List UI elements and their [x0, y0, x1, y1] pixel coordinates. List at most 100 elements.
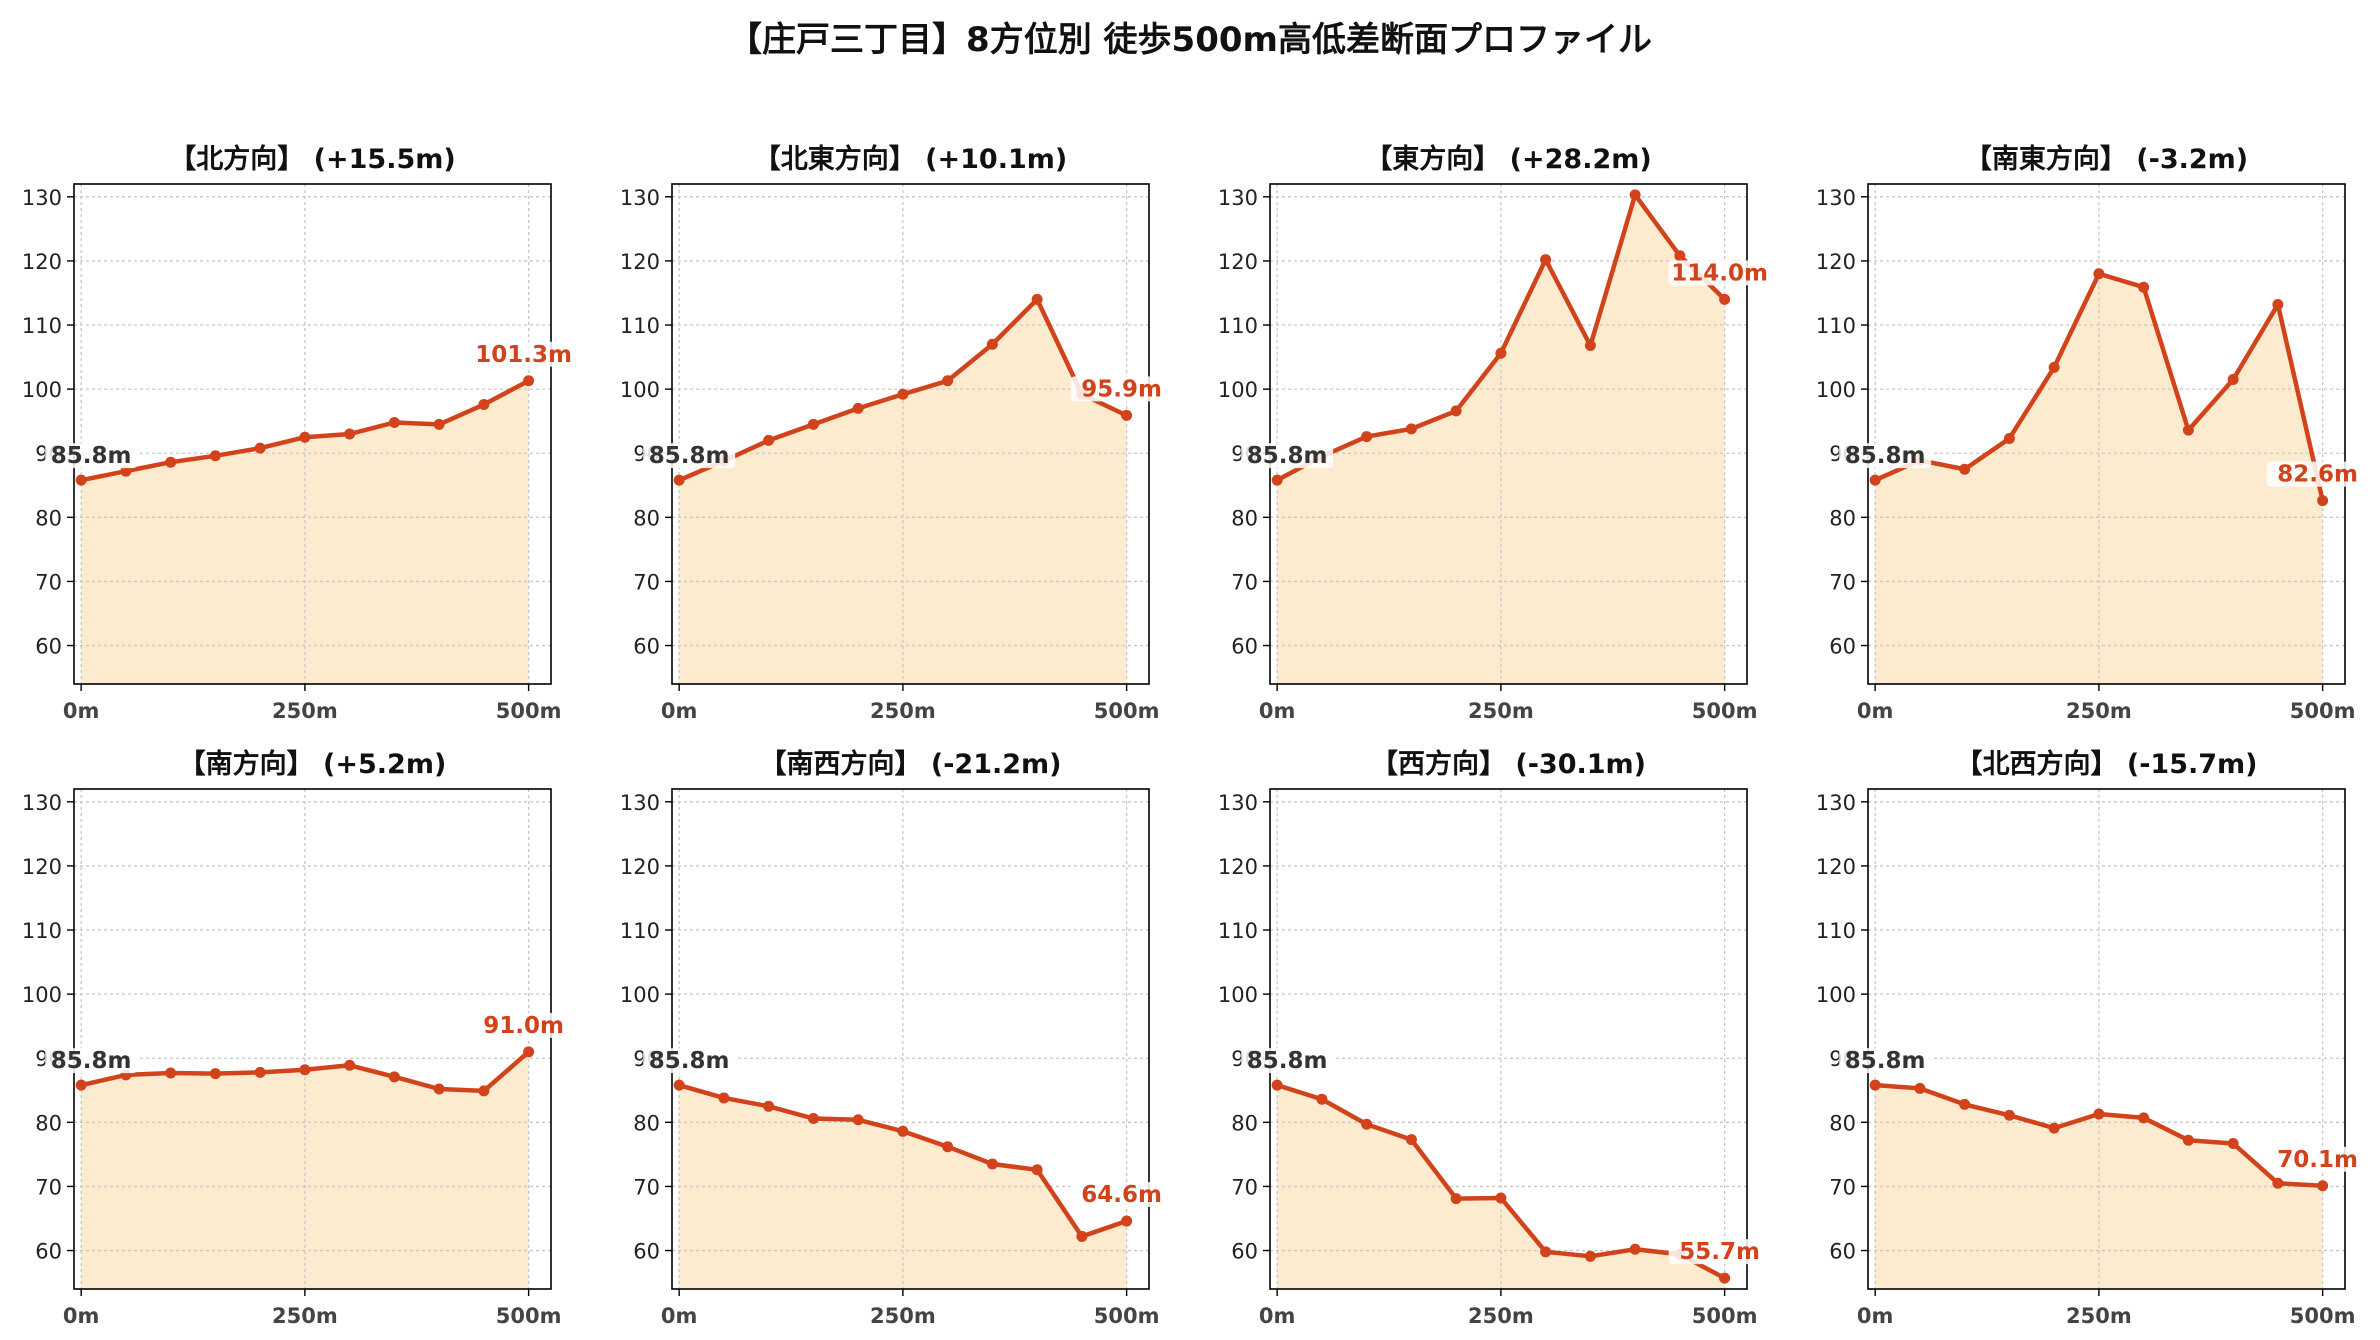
elevation-point — [209, 1068, 221, 1080]
elevation-point — [165, 456, 177, 468]
y-tick-label: 120 — [1218, 250, 1258, 274]
x-tick-label: 500m — [1692, 1304, 1758, 1328]
profile-panel-8: 【北西方向】 (-15.7m)607080901001101201300m250… — [1816, 748, 2369, 1328]
end-elevation-label: 70.1m — [2277, 1147, 2358, 1173]
x-tick-label: 250m — [1468, 1304, 1534, 1328]
axes-frame — [73, 183, 552, 685]
y-tick-label: 130 — [620, 791, 660, 815]
end-label-box — [472, 1012, 575, 1038]
start-label-box — [1839, 443, 1932, 469]
y-tick-label: 100 — [22, 983, 62, 1007]
panel-title: 【北東方向】 (+10.1m) — [754, 143, 1067, 175]
elevation-point — [299, 431, 311, 443]
elevation-point — [852, 1114, 864, 1126]
y-tick-label: 110 — [620, 919, 660, 943]
profile-panel-1: 【北方向】 (+15.5m)607080901001101201300m250m… — [22, 143, 575, 723]
end-label-box — [2266, 1146, 2369, 1172]
y-tick-label: 120 — [620, 250, 660, 274]
elevation-point — [523, 1046, 535, 1058]
start-label-box — [45, 1048, 138, 1074]
y-tick-label: 80 — [1829, 1111, 1856, 1135]
elevation-point — [523, 375, 535, 387]
y-tick-label: 100 — [1816, 378, 1856, 402]
y-tick-label: 80 — [633, 506, 660, 530]
elevation-point — [763, 434, 775, 446]
start-label-box — [643, 443, 736, 469]
elevation-point — [1450, 1193, 1462, 1205]
elevation-point — [2138, 1112, 2150, 1124]
y-tick-label: 60 — [35, 635, 62, 659]
end-elevation-label: 55.7m — [1679, 1239, 1760, 1265]
profile-panel-3: 【東方向】 (+28.2m)607080901001101201300m250m… — [1218, 143, 1771, 723]
elevation-point — [1629, 189, 1641, 201]
y-tick-label: 60 — [1829, 635, 1856, 659]
elevation-point — [897, 388, 909, 400]
elevation-fill-area — [1277, 194, 1725, 684]
panel-title: 【北方向】 (+15.5m) — [169, 143, 455, 175]
elevation-point — [1450, 405, 1462, 417]
x-tick-label: 0m — [661, 1304, 698, 1328]
y-tick-label: 100 — [1816, 983, 1856, 1007]
axes-frame — [1867, 788, 2346, 1290]
y-tick-label: 80 — [1231, 1111, 1258, 1135]
y-tick-label: 130 — [22, 186, 62, 210]
end-elevation-label: 114.0m — [1671, 260, 1768, 286]
axes-frame — [73, 788, 552, 1290]
elevation-point — [344, 428, 356, 440]
elevation-point — [1584, 340, 1596, 352]
panel-title: 【南東方向】 (-3.2m) — [1965, 143, 2248, 175]
y-tick-label: 60 — [1829, 1240, 1856, 1264]
elevation-point — [1271, 1079, 1283, 1091]
axes-frame — [1269, 183, 1748, 685]
x-tick-label: 0m — [661, 699, 698, 723]
elevation-point — [1959, 1098, 1971, 1110]
y-tick-label: 70 — [1231, 570, 1258, 594]
y-tick-label: 70 — [633, 1175, 660, 1199]
elevation-point — [1076, 1230, 1088, 1242]
x-tick-label: 0m — [1259, 1304, 1296, 1328]
y-tick-label: 120 — [1816, 250, 1856, 274]
elevation-point — [1121, 409, 1133, 421]
y-tick-label: 60 — [633, 635, 660, 659]
elevation-point — [1121, 1215, 1133, 1227]
x-tick-label: 500m — [496, 699, 562, 723]
y-tick-label: 110 — [1816, 314, 1856, 338]
panel-title: 【西方向】 (-30.1m) — [1371, 748, 1646, 780]
elevation-point — [433, 418, 445, 430]
start-label-box — [1241, 1048, 1334, 1074]
y-tick-label: 100 — [1218, 378, 1258, 402]
y-tick-label: 80 — [35, 1111, 62, 1135]
elevation-point — [986, 338, 998, 350]
elevation-point — [852, 402, 864, 414]
y-tick-label: 80 — [633, 1111, 660, 1135]
x-tick-label: 500m — [1094, 699, 1160, 723]
elevation-point — [344, 1059, 356, 1071]
elevation-point — [718, 1092, 730, 1104]
elevation-point — [2317, 1180, 2329, 1192]
elevation-point — [209, 450, 221, 462]
start-elevation-label: 85.8m — [51, 1048, 132, 1074]
x-tick-label: 250m — [870, 1304, 936, 1328]
y-tick-label: 110 — [620, 314, 660, 338]
elevation-point — [388, 416, 400, 428]
elevation-fill-area — [1277, 1085, 1725, 1289]
y-tick-label: 130 — [22, 791, 62, 815]
y-tick-label: 110 — [1218, 919, 1258, 943]
elevation-point — [1540, 1246, 1552, 1258]
y-tick-label: 100 — [620, 983, 660, 1007]
elevation-point — [2003, 432, 2015, 444]
elevation-point — [673, 1079, 685, 1091]
profile-panel-7: 【西方向】 (-30.1m)607080901001101201300m250m… — [1218, 748, 1771, 1328]
y-tick-label: 70 — [35, 1175, 62, 1199]
panel-title: 【北西方向】 (-15.7m) — [1955, 748, 2257, 780]
y-tick-label: 60 — [1231, 635, 1258, 659]
elevation-point — [1629, 1243, 1641, 1255]
start-label-box — [1241, 443, 1334, 469]
axes-frame — [1269, 788, 1748, 1290]
y-tick-label: 80 — [1231, 506, 1258, 530]
x-tick-label: 250m — [2066, 699, 2132, 723]
elevation-point — [1495, 347, 1507, 359]
end-label-box — [1070, 376, 1173, 402]
elevation-point — [1316, 1093, 1328, 1105]
start-label-box — [643, 1048, 736, 1074]
